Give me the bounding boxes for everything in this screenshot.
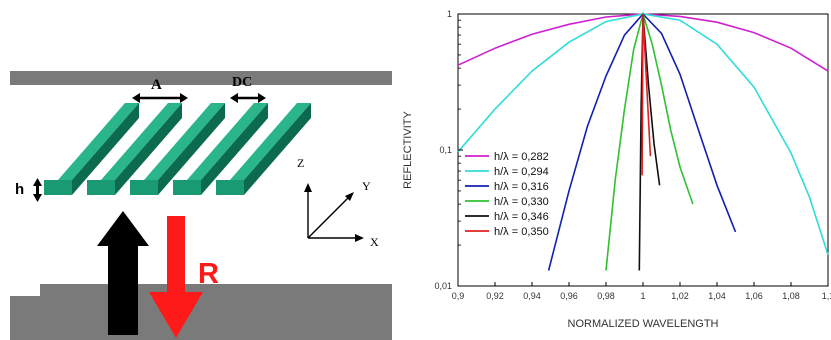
dc-dimension-arrow [230, 93, 266, 103]
dc-label: DC [232, 75, 252, 90]
legend-entry: h/λ = 0,316 [494, 181, 549, 193]
y-axis-ticks: 1 0,1 0,01 [434, 9, 463, 291]
x-tick-label: 0,92 [486, 291, 504, 301]
x-tick-label: 0,94 [523, 291, 541, 301]
axis-y-label: Y [362, 179, 371, 193]
grating-bar [44, 103, 139, 195]
grating-bar [216, 103, 311, 195]
height-dimension-arrow [33, 178, 42, 202]
x-axis-ticks: 0,9 0,92 0,94 0,96 0,98 1 1,02 1,04 1,06 1,08 1,1 [452, 282, 831, 301]
x-tick-label: 1,1 [822, 291, 831, 301]
x-tick-label: 0,98 [597, 291, 615, 301]
x-axis-label: NORMALIZED WAVELENGTH [568, 318, 719, 330]
legend: h/λ = 0,282 h/λ = 0,294 h/λ = 0,316 h/λ = 0… [465, 151, 549, 238]
legend-entry: h/λ = 0,282 [494, 151, 549, 163]
series-line [605, 11, 694, 271]
series-line [638, 13, 661, 271]
reflected-arrow [149, 216, 203, 338]
x-tick-label: 0,9 [452, 291, 465, 301]
y-axis-label: REFLECTIVITY [402, 111, 414, 189]
y-tick-label: 1 [447, 9, 452, 19]
x-tick-label: 1,06 [745, 291, 763, 301]
grating-bar [87, 103, 182, 195]
reflected-label: R [198, 258, 219, 290]
period-dimension-arrow [132, 93, 188, 103]
y-tick-label: 0,1 [439, 145, 452, 155]
y-tick-label: 0,01 [434, 281, 452, 291]
x-tick-label: 1,02 [671, 291, 689, 301]
axis-z-label: Z [297, 156, 304, 170]
top-slab [10, 71, 392, 85]
legend-entry: h/λ = 0,294 [494, 166, 549, 178]
series-line [457, 13, 829, 255]
grating-bar [130, 103, 225, 195]
legend-entry: h/λ = 0,346 [494, 211, 549, 223]
legend-entry: h/λ = 0,330 [494, 196, 549, 208]
bottom-slab-notch [10, 284, 40, 296]
coordinate-axes [304, 183, 364, 242]
series-layer [457, 11, 829, 271]
legend-entry: h/λ = 0,350 [494, 226, 549, 238]
x-tick-label: 1,08 [782, 291, 800, 301]
x-tick-label: 0,96 [560, 291, 578, 301]
series-line [641, 13, 652, 176]
x-tick-label: 1 [640, 291, 645, 301]
grating-diagram: A DC h R Z Y X [10, 71, 392, 340]
grating-bar [173, 103, 268, 195]
reflectivity-chart: 0,9 0,92 0,94 0,96 0,98 1 1,02 1,04 1,06 1,08 1, 1 … [402, 9, 831, 330]
period-label: A [151, 77, 162, 93]
axis-x-label: X [370, 235, 379, 249]
incident-arrow [97, 211, 149, 335]
x-tick-label: 1,04 [708, 291, 726, 301]
height-label: h [15, 181, 24, 198]
grating-bars [44, 103, 311, 195]
